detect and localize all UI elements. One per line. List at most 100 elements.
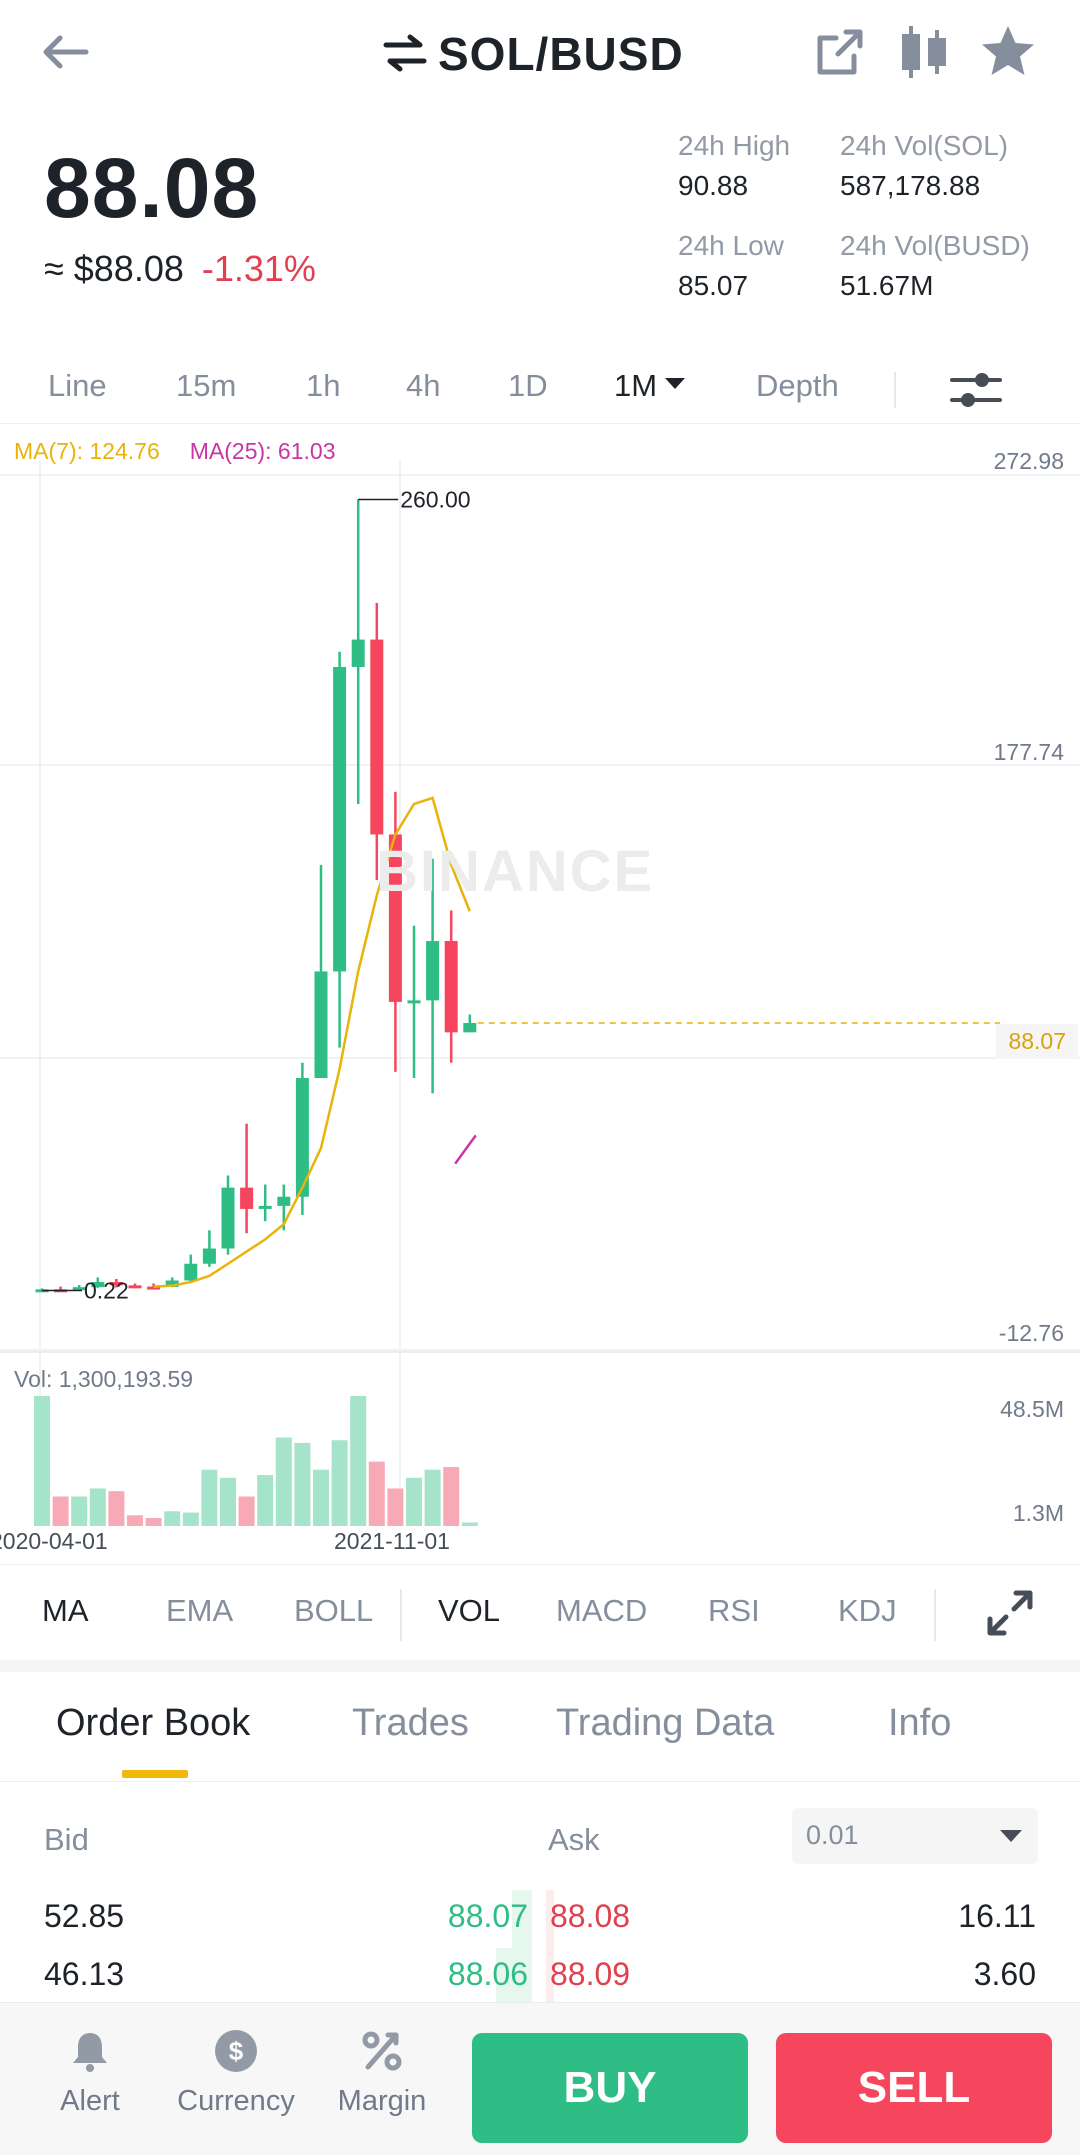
fiat-price: ≈ $88.08 (44, 248, 184, 289)
candle-body (333, 666, 347, 972)
stat-label: 24h Vol(SOL) (840, 130, 1009, 161)
alert-button[interactable]: Alert (30, 2021, 150, 2118)
low-marker-label: 0.22 (84, 1278, 129, 1304)
indicator-ema[interactable]: EMA (166, 1593, 234, 1628)
ask-price: 88.09 (550, 1956, 631, 1992)
dollar-coin-icon: $ (215, 2030, 257, 2072)
caret-down-icon (665, 378, 686, 390)
y-tick-label: 177.74 (993, 739, 1064, 765)
indicator-boll[interactable]: BOLL (294, 1593, 374, 1628)
volume-bar (52, 1496, 69, 1526)
current-price-tag: 88.07 (996, 1024, 1078, 1059)
pair-selector[interactable]: SOL/BUSD (380, 22, 684, 86)
stat-value: 51.67M (840, 270, 934, 301)
volume-bar (238, 1496, 255, 1526)
indicator-kdj[interactable]: KDJ (838, 1593, 897, 1628)
bid-quantity: 52.85 (44, 1898, 125, 1934)
percent-icon (362, 2031, 402, 2071)
candle-body (258, 1205, 272, 1209)
ask-price: 88.08 (550, 1898, 631, 1934)
candle-body (202, 1248, 216, 1264)
candle-body (444, 941, 458, 1033)
share-icon[interactable] (808, 20, 872, 84)
ask-header: Ask (548, 1822, 600, 1857)
precision-value: 0.01 (806, 1820, 859, 1850)
interval-4h[interactable]: 4h (406, 368, 441, 403)
interval-1d[interactable]: 1D (508, 368, 548, 403)
interval-1m[interactable]: 1M (614, 368, 686, 404)
currency-label: Currency (177, 2085, 295, 2117)
x-date-label: 2020-04-01 (0, 1528, 108, 1554)
indicator-tabs: MA EMA BOLL VOL MACD RSI KDJ (0, 1564, 1080, 1660)
volume-bar (127, 1515, 143, 1526)
stat-value: 85.07 (678, 270, 749, 301)
volume-bar (34, 1396, 50, 1526)
indicator-rsi[interactable]: RSI (708, 1593, 760, 1628)
tab-order-book[interactable]: Order Book (56, 1702, 251, 1744)
ma-legend: MA(7): 124.76 MA(25): 61.03 (14, 438, 336, 465)
volume-bar (406, 1477, 422, 1526)
orderbook-row[interactable]: 52.85 88.07 88.08 16.11 (0, 1890, 1080, 1948)
candle-body (388, 834, 402, 1002)
volume-bar (145, 1517, 162, 1526)
fullscreen-expand-icon[interactable] (982, 1585, 1038, 1641)
bell-icon (73, 2033, 107, 2072)
divider (934, 1589, 936, 1641)
margin-button[interactable]: Margin (322, 2021, 442, 2118)
interval-depth[interactable]: Depth (756, 368, 839, 403)
sell-button[interactable]: SELL (776, 2033, 1052, 2143)
ma7-label: MA(7): 124.76 (14, 438, 160, 464)
x-date-label: 2021-11-01 (334, 1528, 450, 1554)
bid-depth-bar (496, 1948, 532, 2006)
price-change-percent: -1.31% (201, 248, 316, 289)
precision-dropdown[interactable]: 0.01 (792, 1808, 1038, 1864)
indicator-vol[interactable]: VOL (438, 1593, 501, 1628)
indicator-macd[interactable]: MACD (556, 1593, 648, 1628)
tab-trades[interactable]: Trades (352, 1702, 469, 1744)
volume-bar (108, 1491, 125, 1526)
top-bar: SOL/BUSD (0, 0, 1080, 110)
candle-body (370, 639, 384, 835)
orderbook-row[interactable]: 46.13 88.06 88.09 3.60 (0, 1948, 1080, 2006)
stat-label: 24h Vol(BUSD) (840, 230, 1030, 261)
indicator-ma[interactable]: MA (42, 1593, 89, 1628)
interval-tabs: Line 15m 1h 4h 1D 1M Depth (0, 358, 1080, 424)
high-marker-label: 260.00 (400, 487, 470, 513)
star-favorite-icon[interactable] (976, 20, 1040, 84)
ask-depth-bar (546, 1948, 554, 2006)
volume-bar (313, 1469, 329, 1526)
volume-bar (424, 1469, 441, 1526)
buy-button[interactable]: BUY (472, 2033, 748, 2143)
ask-quantity: 16.11 (958, 1898, 1036, 1934)
tab-trading-data[interactable]: Trading Data (556, 1702, 775, 1744)
candlestick-toggle-icon[interactable] (892, 20, 956, 84)
candlestick-chart[interactable]: 260.00 0.22 (0, 430, 1080, 1560)
candle-body (295, 1078, 309, 1197)
stat-value: 587,178.88 (840, 170, 981, 201)
tab-info[interactable]: Info (888, 1702, 952, 1744)
ask-quantity: 3.60 (973, 1956, 1036, 1992)
currency-button[interactable]: $ Currency (176, 2021, 296, 2118)
volume-tick-label: 1.3M (1012, 1500, 1064, 1526)
candle-body (351, 639, 365, 667)
volume-bar (201, 1469, 218, 1526)
interval-line[interactable]: Line (48, 368, 107, 403)
volume-bar (350, 1396, 367, 1526)
stat-24h-low: 24h Low 85.07 (678, 226, 784, 306)
stat-24h-vol-base: 24h Vol(SOL) 587,178.88 (840, 126, 1008, 206)
interval-1h[interactable]: 1h (306, 368, 341, 403)
swap-arrows-icon (383, 34, 427, 72)
stat-value: 90.88 (678, 170, 749, 201)
margin-label: Margin (337, 2085, 427, 2117)
stat-label: 24h Low (678, 230, 784, 261)
candle-body (109, 1282, 123, 1286)
last-price: 88.08 (44, 141, 260, 235)
stat-label: 24h High (678, 130, 791, 161)
stat-24h-high: 24h High 90.88 (678, 126, 790, 206)
interval-15m[interactable]: 15m (176, 368, 237, 403)
sliders-settings-icon[interactable] (948, 364, 1004, 416)
back-arrow-icon[interactable] (34, 20, 98, 84)
volume-bar (89, 1488, 106, 1526)
bid-depth-bar (512, 1890, 532, 1948)
candle-body (407, 1000, 421, 1004)
